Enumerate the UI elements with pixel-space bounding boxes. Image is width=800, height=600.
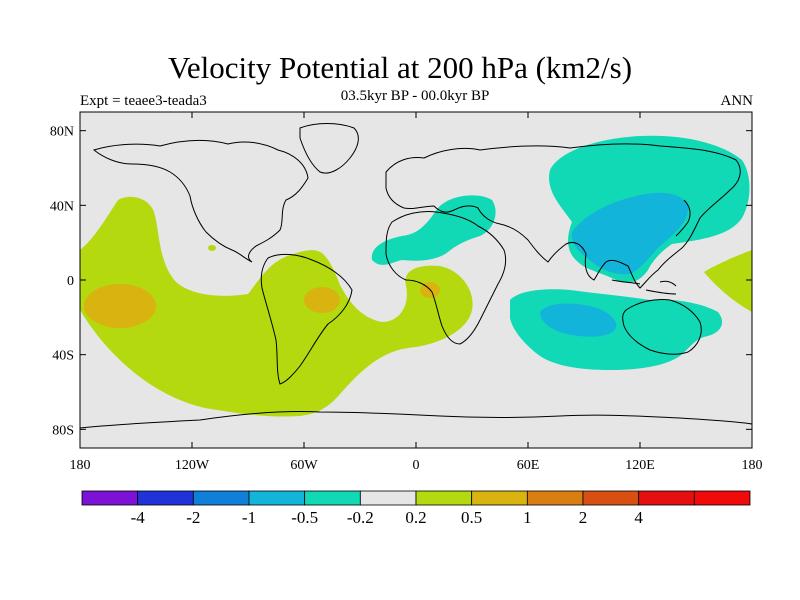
colorbar-label: -0.5	[291, 508, 318, 527]
lon-tick-label: 180	[70, 458, 91, 473]
lat-tick-label: 80N	[50, 125, 74, 140]
colorbar-swatch	[359, 490, 417, 506]
colorbar-swatch	[693, 490, 751, 506]
coastline-maritime-continent	[611, 279, 677, 295]
lat-tick-label: 80S	[52, 423, 74, 438]
lon-tick-label: 120E	[625, 458, 655, 473]
colorbar-label: 2	[579, 508, 588, 527]
lat-tick-label: 0	[67, 274, 74, 289]
coastline-eurasia	[385, 143, 741, 289]
lon-tick-label: 120W	[175, 458, 210, 473]
coastline-north-america	[92, 139, 309, 263]
axis-ticks	[79, 112, 753, 448]
colorbar-swatch	[582, 490, 640, 506]
colorbar-label: 0.2	[405, 508, 426, 527]
lon-tick-label: 180	[742, 458, 763, 473]
colorbar-swatch	[471, 490, 528, 506]
lon-tick-label: 60E	[517, 458, 540, 473]
colorbar-swatch	[137, 490, 194, 506]
colorbar-swatch	[81, 490, 139, 506]
colorbar-label: 4	[634, 508, 643, 527]
colorbar-label: -2	[186, 508, 200, 527]
colorbar-label: -0.2	[347, 508, 374, 527]
coastline-antarctica	[80, 410, 752, 429]
colorbar	[81, 490, 751, 506]
contour-fill-positive-small	[208, 245, 216, 251]
colorbar-swatch	[638, 490, 695, 506]
lon-tick-label: 60W	[290, 458, 318, 473]
contour-fills	[80, 135, 752, 417]
lat-tick-label: 40N	[50, 199, 74, 214]
longitude-labels: 180 120W 60W 0 60E 120E 180	[70, 458, 763, 473]
contour-fill-positive-high-south-america	[304, 287, 340, 313]
colorbar-swatch	[192, 490, 250, 506]
colorbar-label: 1	[523, 508, 532, 527]
lat-tick-label: 40S	[52, 349, 74, 364]
colorbar-swatch	[415, 490, 473, 506]
colorbar-swatch	[526, 490, 584, 506]
colorbar-swatch	[304, 490, 361, 506]
season-label: ANN	[720, 93, 754, 109]
lon-tick-label: 0	[413, 458, 420, 473]
contour-fill-negative-strong-indian-ocean	[540, 303, 617, 337]
colorbar-label: 0.5	[461, 508, 482, 527]
contour-fill-negative-mediterranean	[371, 195, 496, 265]
colorbar-labels: -4 -2 -1 -0.5 -0.2 0.2 0.5 1 2 4	[131, 508, 644, 527]
plot-title: Velocity Potential at 200 hPa (km2/s)	[167, 50, 633, 85]
colorbar-label: -1	[242, 508, 256, 527]
coastline-greenland	[299, 123, 359, 174]
coastline-africa	[385, 211, 507, 345]
contour-fill-negative-strong-east-asia	[571, 192, 689, 275]
experiment-label: Expt = teaee3-teada3	[80, 93, 207, 109]
contour-fill-positive-high-central-pacific	[84, 284, 156, 328]
contour-fill-positive-east-edge	[704, 250, 752, 312]
contour-fill-positive-pacific-atlantic	[80, 196, 473, 417]
coastline-australia	[622, 299, 702, 355]
coastline-japan	[675, 199, 691, 237]
colorbar-label: -4	[131, 508, 146, 527]
latitude-labels: 80N 40N 0 40S 80S	[50, 125, 74, 439]
coastline-south-america	[260, 253, 353, 385]
plot-subtitle: 03.5kyr BP - 00.0kyr BP	[340, 88, 490, 104]
map-panel	[79, 111, 753, 449]
coastlines	[80, 123, 752, 429]
colorbar-swatch	[248, 490, 306, 506]
